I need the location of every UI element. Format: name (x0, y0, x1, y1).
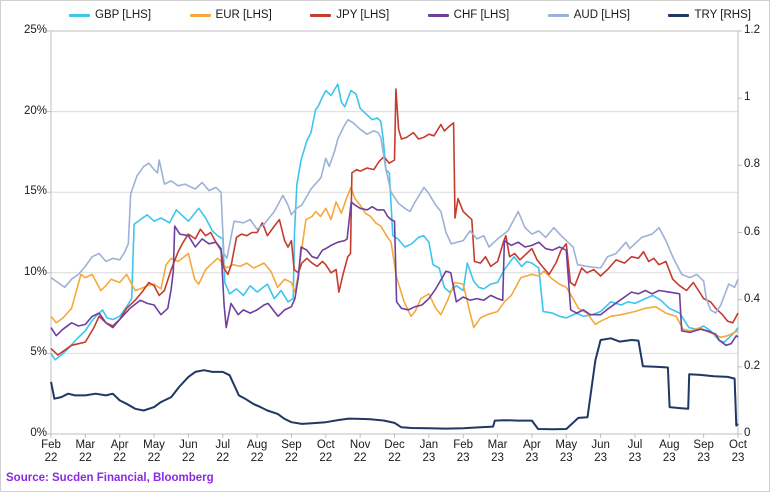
x-axis-label: Jul 23 (627, 439, 643, 464)
y-axis-right-label: 1.2 (744, 24, 760, 36)
y-axis-right-label: 0.2 (744, 359, 760, 372)
series-line-eur (50, 186, 739, 339)
series-line-aud (50, 118, 739, 314)
legend-item-jpy: JPY [LHS] (310, 9, 389, 21)
legend-item-gbp: GBP [LHS] (69, 9, 151, 21)
legend-item-try: TRY [RHS] (668, 9, 751, 21)
legend-label: TRY [RHS] (694, 9, 751, 21)
x-axis-label: Jun 22 (179, 439, 198, 464)
chf-line-swatch (427, 13, 449, 17)
y-axis-left-label: 10% (23, 265, 47, 278)
x-axis-label: Oct 23 (729, 439, 747, 464)
x-axis-label: Feb 22 (41, 439, 61, 464)
y-axis-left-label: 25% (23, 24, 47, 36)
x-axis-label: Mar 22 (75, 439, 96, 464)
jpy-line-swatch (310, 13, 332, 17)
x-axis-label: Jun 23 (591, 439, 610, 464)
legend-label: AUD [LHS] (573, 9, 630, 21)
x-axis-label: Aug 23 (659, 439, 680, 464)
x-axis-label: Jan 23 (419, 439, 439, 464)
source-note: Source: Sucden Financial, Bloomberg (6, 472, 214, 484)
eur-line-swatch (189, 13, 211, 17)
legend-label: CHF [LHS] (453, 9, 510, 21)
y-axis-right-label: 0.8 (744, 158, 760, 171)
x-axis-label: Aug 22 (246, 439, 268, 464)
x-axis-label: May 22 (143, 439, 165, 464)
x-axis-label: Jul 22 (215, 439, 231, 464)
x-axis-label: Feb 23 (453, 439, 474, 464)
series-line-jpy (50, 88, 739, 356)
x-axis-label: Apr 23 (522, 439, 541, 464)
legend: GBP [LHS] EUR [LHS] JPY [LHS] CHF [LHS] AUD … (69, 6, 751, 24)
x-axis-label: Apr 22 (110, 439, 129, 464)
x-axis-label: Sep 22 (281, 439, 302, 464)
y-axis-left-label: 5% (30, 346, 47, 359)
y-axis-left-label: 20% (23, 104, 47, 117)
legend-label: EUR [LHS] (215, 9, 272, 21)
legend-item-chf: CHF [LHS] (427, 9, 510, 21)
gbp-line-swatch (69, 13, 90, 17)
legend-label: JPY [LHS] (336, 9, 390, 21)
y-axis-right-label: 1 (744, 91, 751, 104)
legend-item-aud: AUD [LHS] (547, 9, 630, 21)
try-line-swatch (668, 13, 690, 17)
legend-item-eur: EUR [LHS] (189, 9, 272, 21)
aud-line-swatch (547, 13, 569, 17)
legend-label: GBP [LHS] (95, 9, 152, 21)
y-axis-right-label: 0.4 (744, 292, 760, 305)
y-axis-left-label: 15% (23, 185, 47, 198)
x-axis-label: Mar 23 (487, 439, 508, 464)
series-line-try (50, 337, 739, 431)
y-axis-right-label: 0.6 (744, 225, 760, 238)
x-axis-label: Sep 23 (693, 439, 714, 464)
series-line-chf (50, 201, 739, 347)
x-axis-label: May 23 (555, 439, 578, 464)
y-axis-left-label: 0% (30, 427, 47, 439)
y-axis-right-label: 0 (744, 427, 751, 439)
x-axis-label: Dec 22 (384, 439, 405, 464)
x-axis-label: Oct 22 (316, 439, 335, 464)
x-axis-label: Nov 22 (349, 439, 371, 464)
